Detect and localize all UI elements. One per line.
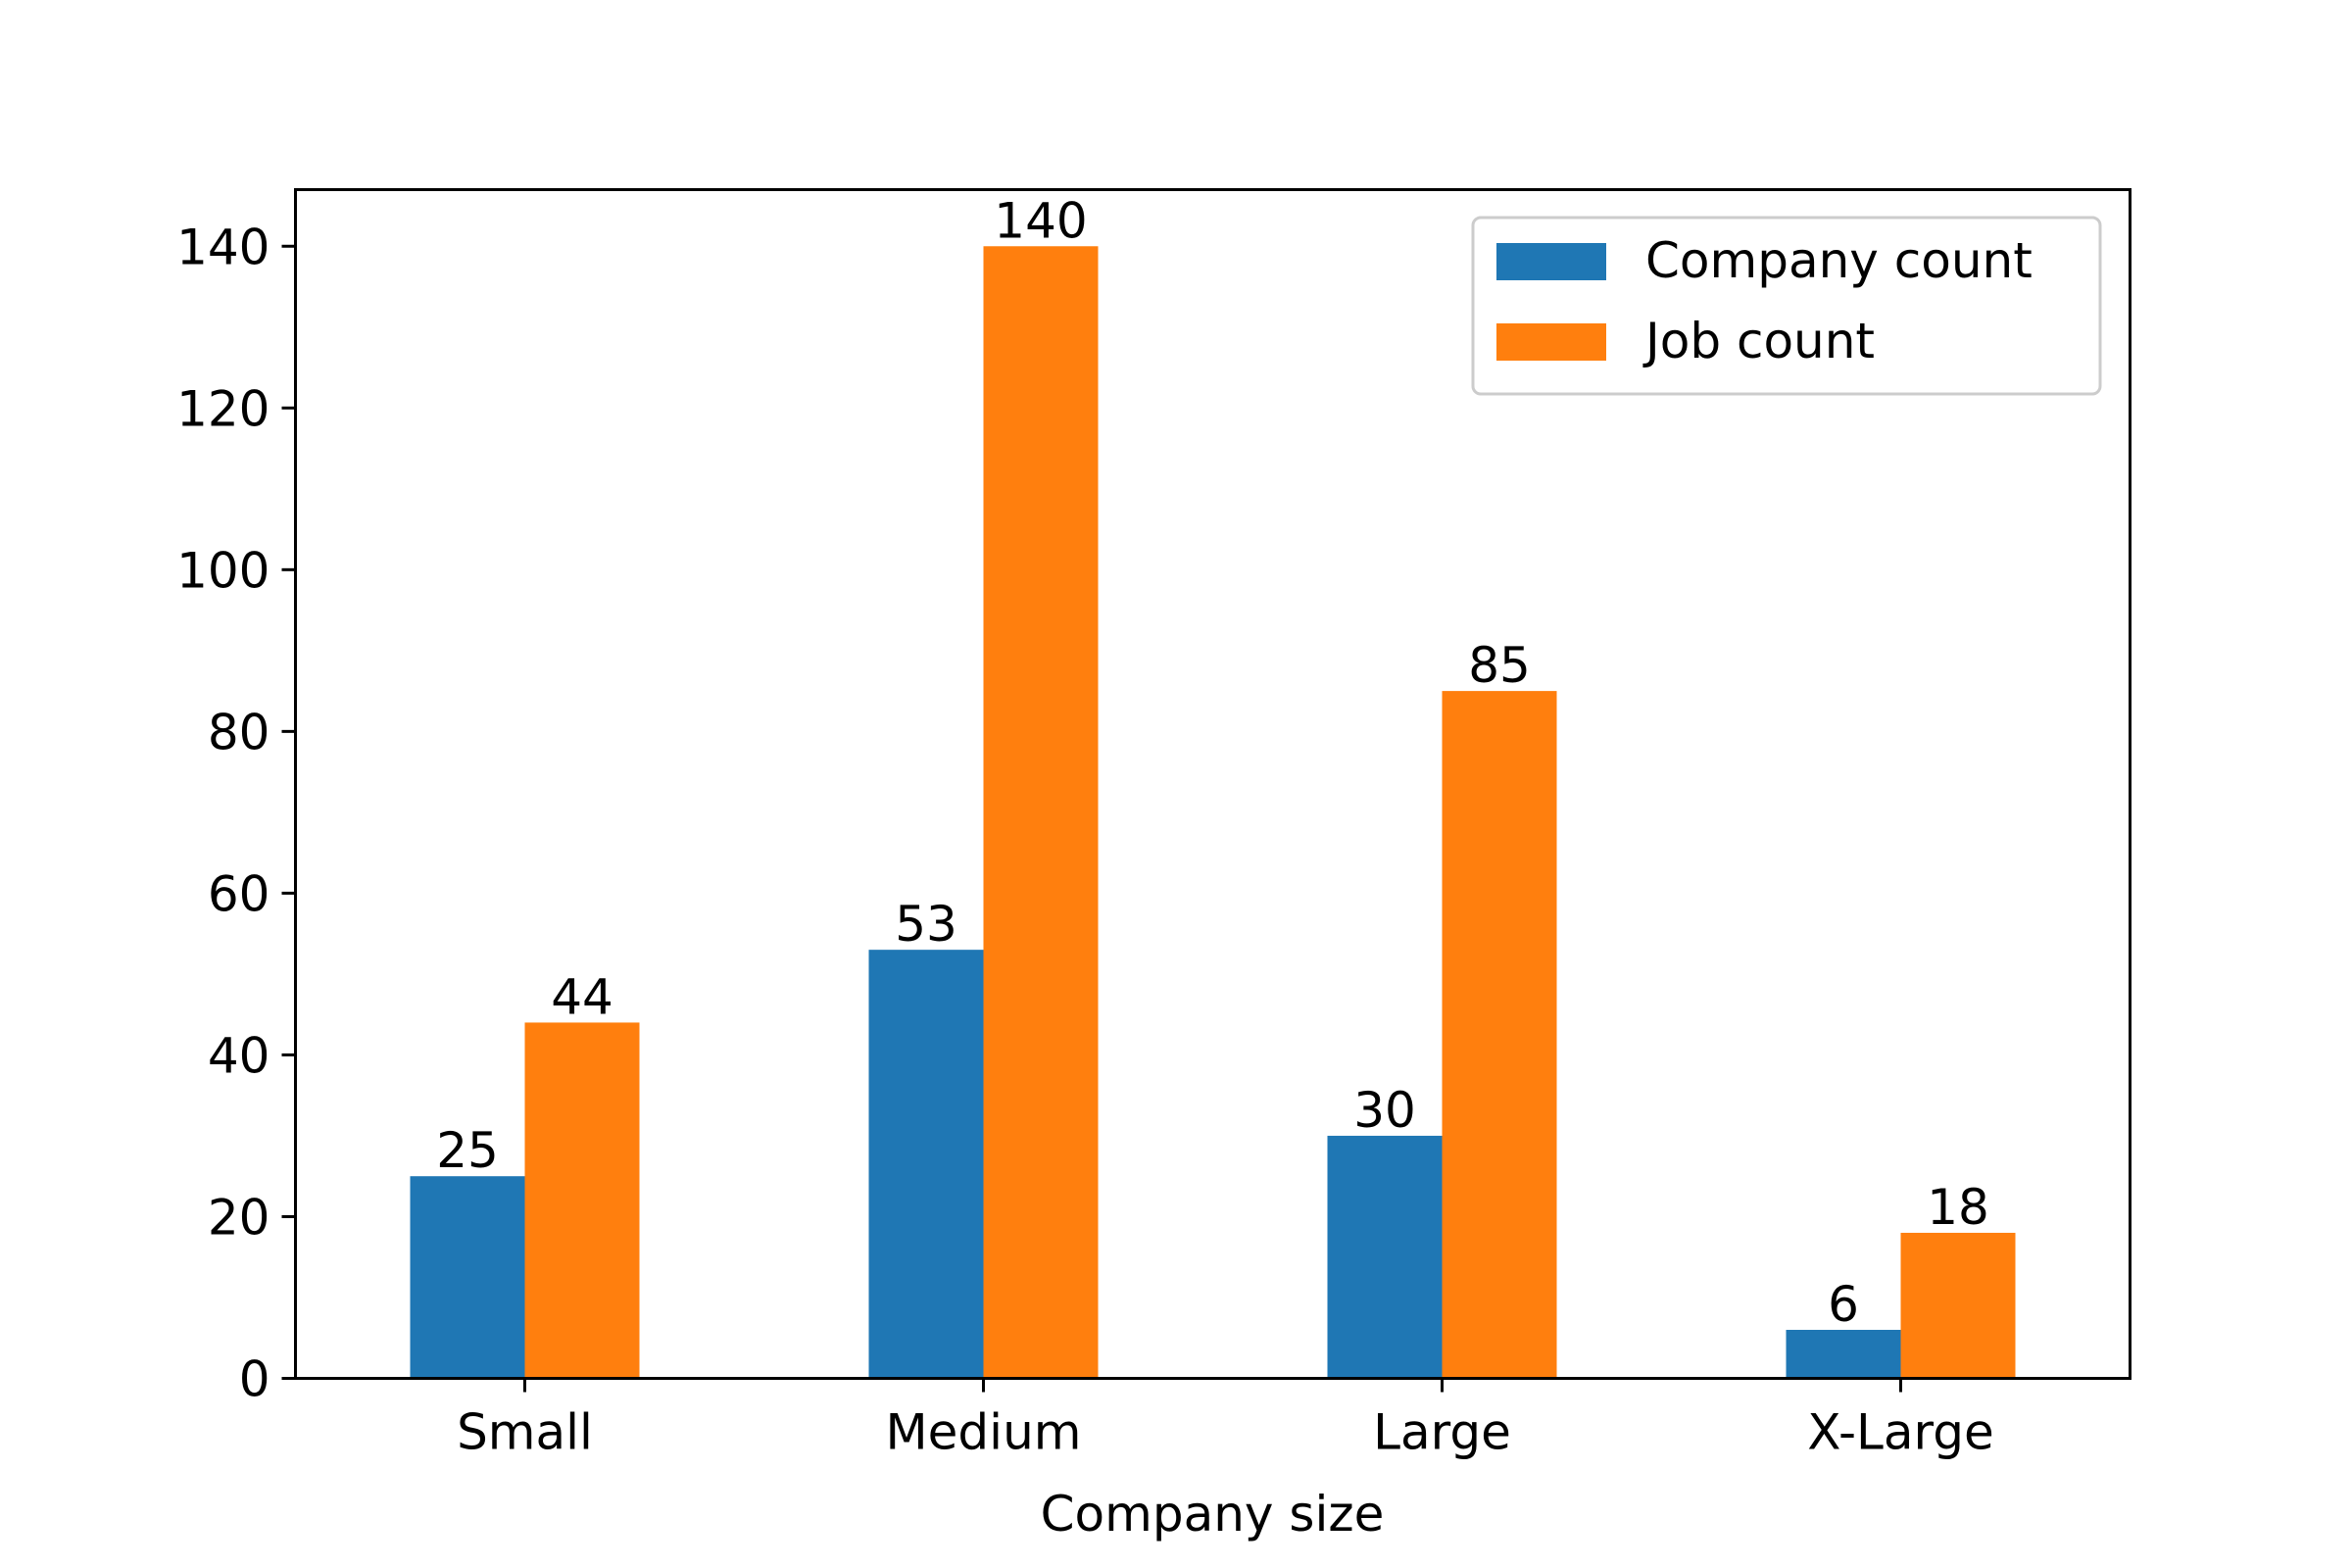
bar-company-count-medium xyxy=(868,950,984,1379)
y-tick-label: 120 xyxy=(176,380,270,437)
plot-frame xyxy=(294,188,2132,1380)
bar-value-label: 18 xyxy=(1927,1179,1989,1236)
x-tick-label: Medium xyxy=(886,1404,1082,1461)
x-axis-label: Company size xyxy=(1041,1486,1385,1543)
legend-swatch xyxy=(1496,243,1606,280)
legend-box xyxy=(1471,216,2102,396)
bar-job-count-large xyxy=(1442,691,1557,1379)
bar-job-count-medium xyxy=(983,246,1099,1379)
legend-label: Job count xyxy=(1642,313,1875,369)
x-tick-label: X-Large xyxy=(1807,1404,1993,1461)
bar-value-label: 140 xyxy=(994,192,1087,249)
y-tick-label: 140 xyxy=(176,219,270,275)
bar-company-count-x-large xyxy=(1786,1329,1901,1379)
y-tick-label: 0 xyxy=(239,1351,270,1408)
x-axis: Small Medium Large X-Large xyxy=(457,1378,1994,1461)
y-tick-label: 40 xyxy=(208,1027,270,1084)
bar-value-label: 6 xyxy=(1828,1276,1859,1333)
bar-company-count-large xyxy=(1327,1135,1443,1379)
x-tick-label: Large xyxy=(1373,1404,1511,1461)
bars-layer xyxy=(410,246,2016,1379)
bar-value-label: 44 xyxy=(551,968,613,1025)
y-tick-label: 100 xyxy=(176,542,270,599)
bar-value-label: 30 xyxy=(1353,1082,1416,1139)
y-tick-label: 20 xyxy=(208,1189,270,1246)
bar-company-count-small xyxy=(410,1176,525,1379)
legend-swatch xyxy=(1496,323,1606,361)
bar-value-label: 25 xyxy=(436,1122,499,1179)
y-tick-label: 60 xyxy=(208,865,270,922)
bar-job-count-x-large xyxy=(1900,1232,2016,1379)
y-tick-label: 80 xyxy=(208,704,270,760)
legend-label: Company count xyxy=(1645,232,2033,289)
x-tick-label: Small xyxy=(457,1404,593,1461)
y-axis: 0 20 40 60 80 100 120 140 xyxy=(176,219,296,1408)
bar-job-count-small xyxy=(524,1022,640,1379)
bar-value-label: 53 xyxy=(895,896,957,953)
bar-labels-layer: 25 53 30 6 44 140 85 18 xyxy=(436,192,1989,1333)
bar-value-label: 85 xyxy=(1468,637,1531,694)
legend: Company count Job count xyxy=(1471,216,2102,396)
